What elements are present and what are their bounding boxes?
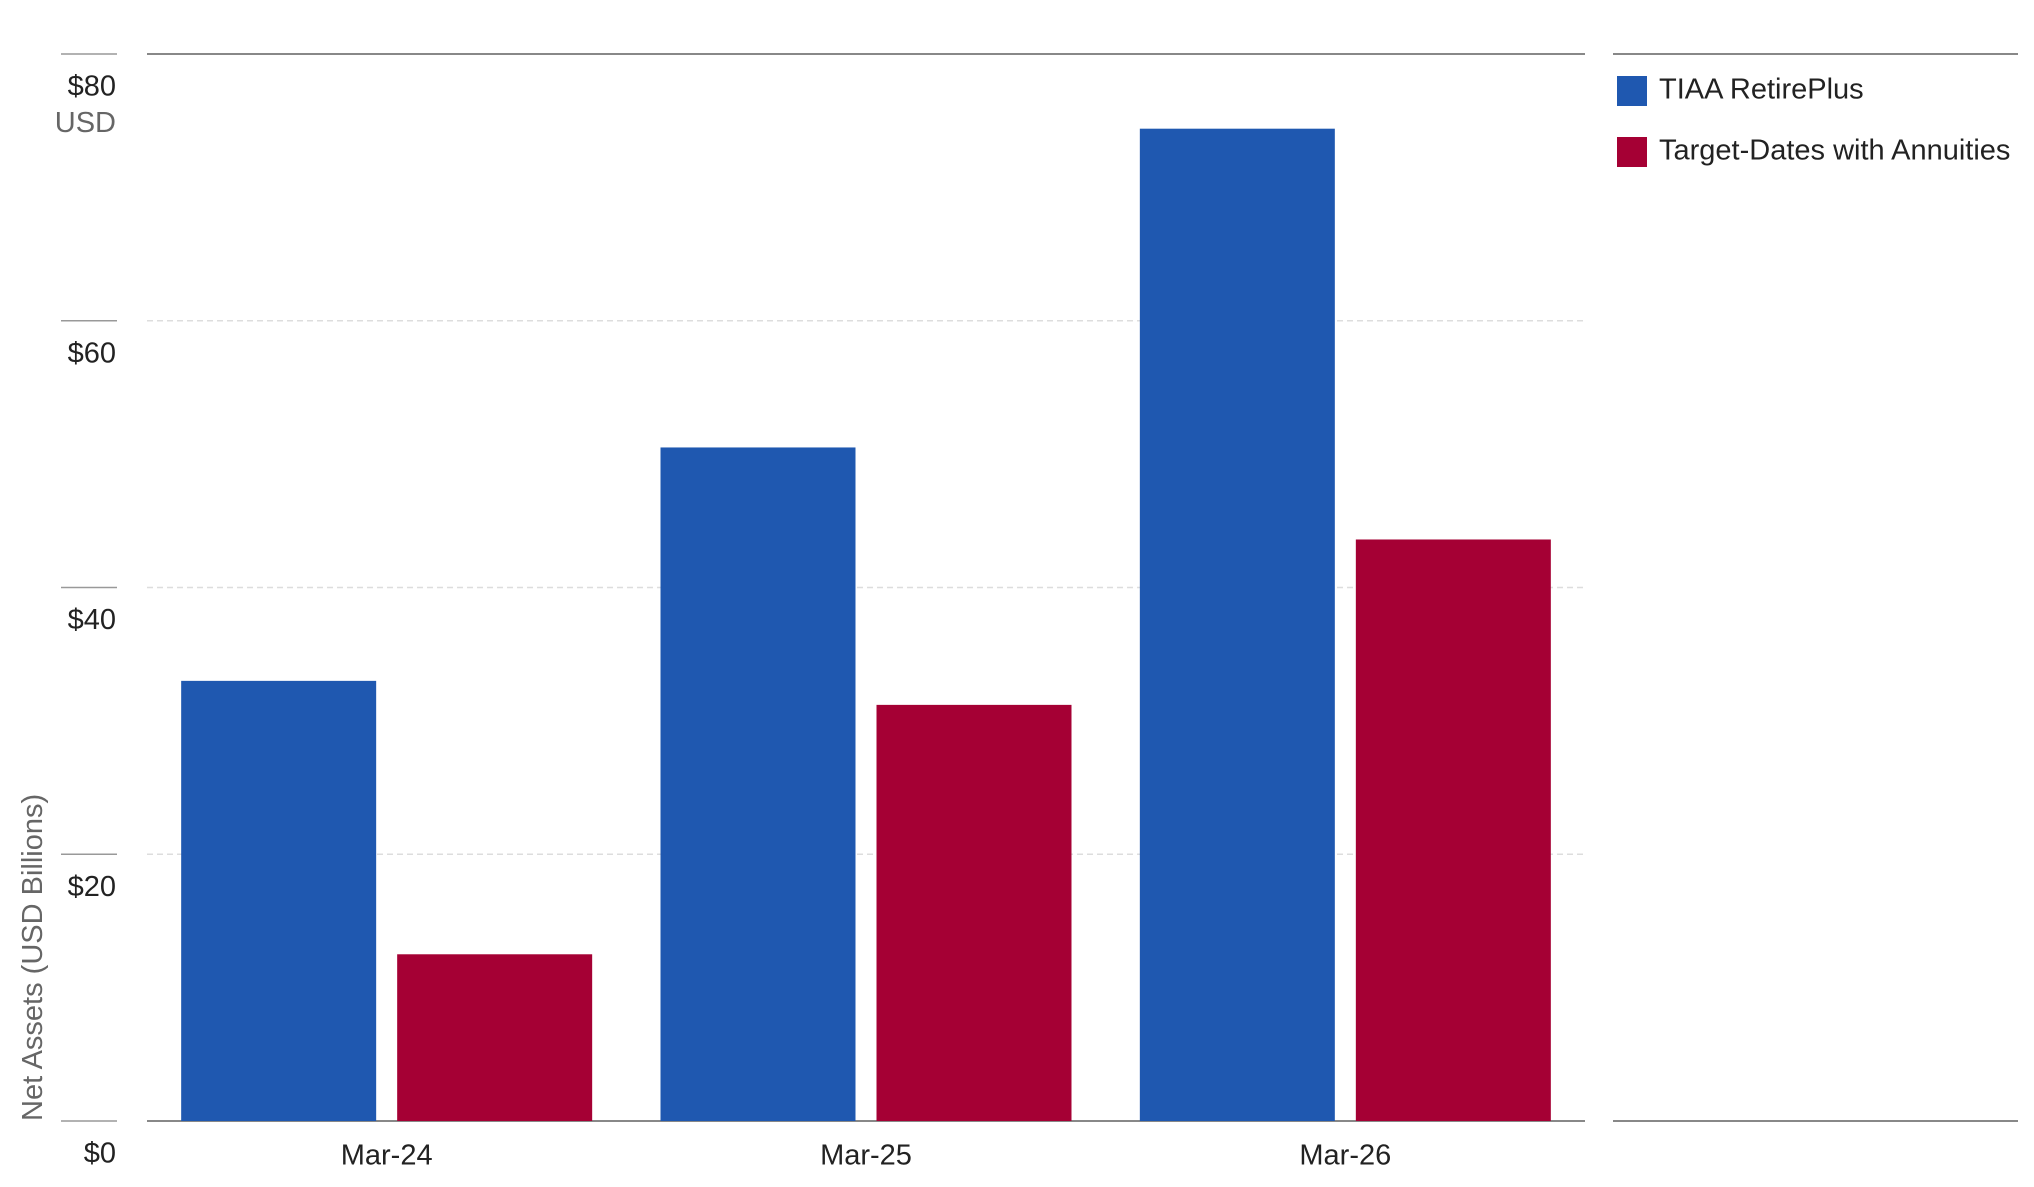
y-tick-label: $40	[68, 604, 116, 636]
bar	[181, 680, 377, 1121]
bar	[876, 704, 1072, 1121]
legend-swatch	[1617, 137, 1647, 167]
x-tick-label: Mar-24	[341, 1140, 433, 1172]
y-tick-label: $60	[68, 337, 116, 369]
bar	[1355, 539, 1551, 1121]
legend-swatch	[1617, 76, 1647, 106]
y-tick-label: $80	[68, 71, 116, 103]
y-tick-label: $20	[68, 871, 116, 903]
legend-label: TIAA RetirePlus	[1659, 74, 1864, 106]
bar	[397, 954, 593, 1121]
x-tick-label: Mar-25	[820, 1140, 912, 1172]
legend-label: Target-Dates with Annuities	[1659, 135, 2010, 167]
bar	[1139, 128, 1335, 1121]
y-unit: USD	[55, 107, 116, 139]
bar	[660, 447, 856, 1121]
y-tick-label: $0	[84, 1138, 116, 1170]
y-axis-label: Net Assets (USD Billions)	[17, 794, 49, 1121]
x-tick-label: Mar-26	[1299, 1140, 1391, 1172]
